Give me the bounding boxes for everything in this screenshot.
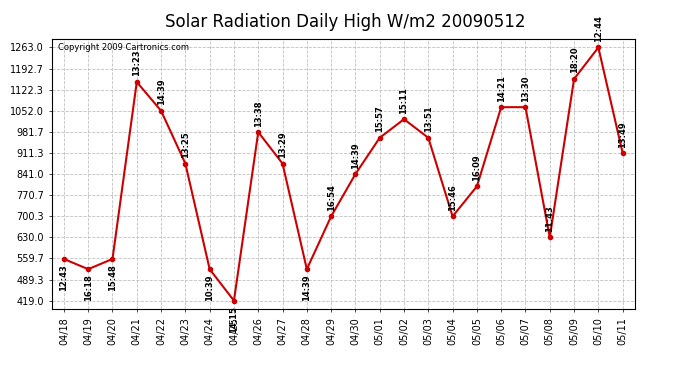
Text: 18:20: 18:20 [569, 47, 579, 74]
Text: 16:09: 16:09 [473, 154, 482, 181]
Text: 12:43: 12:43 [59, 264, 68, 291]
Text: 16:54: 16:54 [326, 184, 335, 211]
Text: 13:49: 13:49 [618, 121, 627, 147]
Text: 14:39: 14:39 [351, 142, 360, 168]
Text: 13:29: 13:29 [278, 131, 287, 158]
Text: 16:18: 16:18 [83, 275, 92, 302]
Text: 11:43: 11:43 [545, 205, 554, 232]
Text: 14:15: 14:15 [230, 306, 239, 333]
Text: 15:57: 15:57 [375, 105, 384, 132]
Text: 13:30: 13:30 [521, 75, 530, 102]
Text: 13:25: 13:25 [181, 131, 190, 158]
Text: 10:39: 10:39 [205, 275, 214, 301]
Text: Solar Radiation Daily High W/m2 20090512: Solar Radiation Daily High W/m2 20090512 [165, 13, 525, 31]
Text: 13:38: 13:38 [254, 100, 263, 126]
Text: 14:39: 14:39 [157, 79, 166, 105]
Text: 13:23: 13:23 [132, 50, 141, 76]
Text: 15:46: 15:46 [448, 184, 457, 211]
Text: 15:11: 15:11 [400, 87, 408, 114]
Text: 12:44: 12:44 [594, 15, 603, 42]
Text: Copyright 2009 Cartronics.com: Copyright 2009 Cartronics.com [57, 44, 188, 52]
Text: 15:48: 15:48 [108, 264, 117, 291]
Text: 14:39: 14:39 [302, 275, 311, 302]
Text: 14:21: 14:21 [497, 75, 506, 102]
Text: 13:51: 13:51 [424, 105, 433, 132]
